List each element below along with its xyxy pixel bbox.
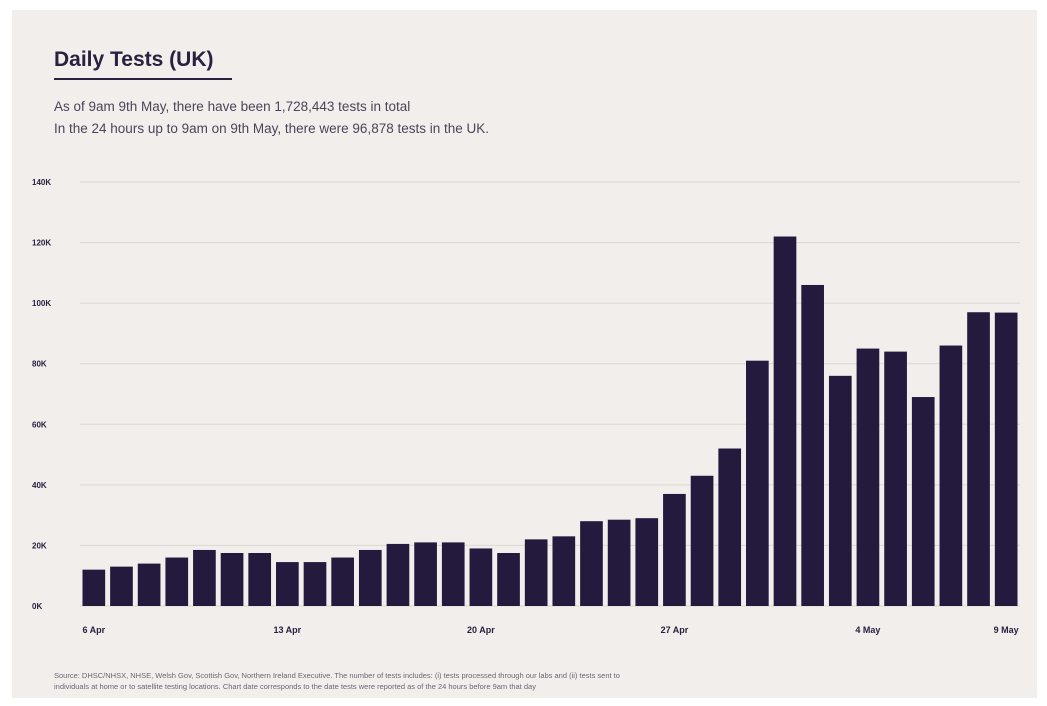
x-tick-label: 4 May	[855, 625, 880, 635]
subtitle-line-daily: In the 24 hours up to 9am on 9th May, th…	[54, 121, 490, 136]
x-tick-label: 13 Apr	[274, 625, 302, 635]
x-tick-label: 20 Apr	[467, 625, 495, 635]
bar	[193, 549, 216, 606]
bar	[82, 569, 106, 606]
bar	[801, 284, 824, 606]
bar-chart: 0K 20K 40K 60K 80K 100K 120K 140K 6 Apr 13 Apr 20 …	[32, 178, 1020, 635]
bar	[386, 543, 410, 606]
bar	[994, 312, 1018, 606]
bar	[911, 397, 935, 606]
x-tick-label: 6 Apr	[82, 625, 105, 635]
x-tick-label: 27 Apr	[661, 625, 689, 635]
chart-card: Daily Tests (UK) As of 9am 9th May, ther…	[12, 10, 1037, 698]
bar	[165, 557, 189, 606]
bar	[746, 360, 769, 606]
bar	[580, 521, 603, 606]
bar	[884, 351, 907, 606]
bar	[967, 312, 990, 606]
bar	[110, 566, 133, 606]
y-tick-label: 120K	[32, 239, 51, 248]
bar	[220, 553, 244, 606]
bar	[331, 557, 354, 606]
y-tick-label: 140K	[32, 178, 51, 187]
y-tick-label: 60K	[32, 420, 47, 429]
y-tick-label: 80K	[32, 360, 47, 369]
source-note: Source: DHSC/NHSX, NHSE, Welsh Gov, Scot…	[54, 670, 1014, 692]
bar	[414, 542, 437, 606]
bar	[773, 236, 797, 606]
bar	[663, 493, 686, 606]
bar	[828, 375, 852, 606]
bar	[469, 548, 493, 606]
bar	[248, 553, 272, 606]
y-tick-label: 0K	[32, 602, 42, 611]
title-underline	[54, 78, 232, 80]
bar	[441, 542, 465, 606]
bar	[497, 553, 520, 606]
bar	[635, 518, 659, 606]
bar	[137, 563, 161, 606]
bar	[856, 348, 880, 606]
bar	[690, 475, 714, 606]
source-line-1: Source: DHSC/NHSX, NHSE, Welsh Gov, Scot…	[54, 671, 620, 680]
bar	[524, 539, 548, 606]
bar	[358, 549, 382, 606]
source-line-2: individuals at home or to satellite test…	[54, 682, 536, 691]
y-tick-label: 100K	[32, 299, 51, 308]
bar	[552, 536, 576, 606]
subtitle-line-total: As of 9am 9th May, there have been 1,728…	[54, 99, 411, 114]
bar	[607, 519, 631, 606]
bar	[718, 448, 742, 606]
bar	[303, 562, 327, 606]
bar	[939, 345, 963, 606]
x-tick-label: 9 May	[994, 625, 1019, 635]
chart-subtitle: As of 9am 9th May, there have been 1,728…	[54, 96, 489, 140]
chart-title: Daily Tests (UK)	[54, 48, 214, 71]
y-tick-label: 40K	[32, 481, 47, 490]
bar	[276, 562, 299, 606]
y-tick-label: 20K	[32, 541, 47, 550]
